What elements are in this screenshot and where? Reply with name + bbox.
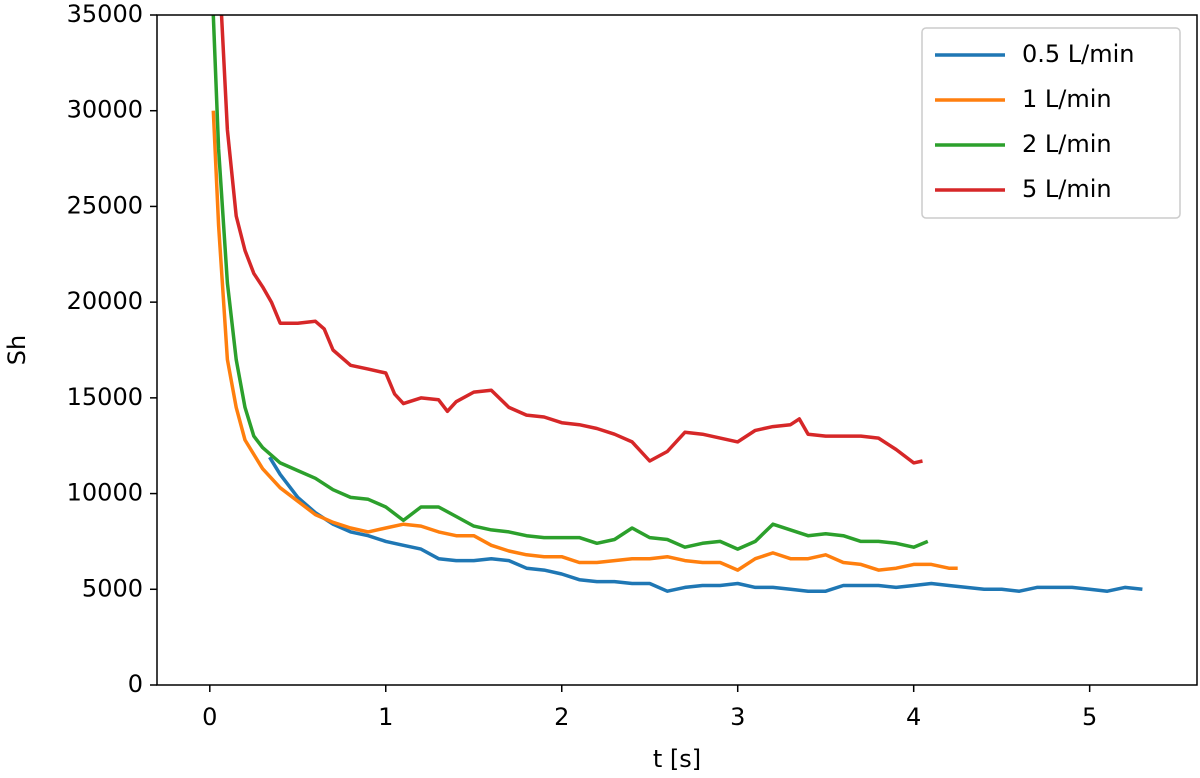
y-axis-label: Sh bbox=[3, 335, 31, 365]
legend-frame bbox=[921, 27, 1181, 219]
legend-label: 5 L/min bbox=[1022, 175, 1112, 203]
x-tick-label: 3 bbox=[730, 703, 745, 731]
legend-label: 2 L/min bbox=[1022, 130, 1112, 158]
y-tick-label: 5000 bbox=[82, 574, 143, 602]
plot-area bbox=[211, 15, 1143, 593]
y-tick-label: 25000 bbox=[67, 191, 143, 219]
x-axis-label: t [s] bbox=[653, 745, 701, 773]
y-tick-label: 30000 bbox=[67, 96, 143, 124]
legend-label: 0.5 L/min bbox=[1022, 40, 1135, 68]
y-tick-label: 15000 bbox=[67, 383, 143, 411]
series-line bbox=[211, 110, 958, 572]
series-line bbox=[268, 456, 1143, 593]
x-tick-label: 5 bbox=[1082, 703, 1097, 731]
y-tick-label: 20000 bbox=[67, 287, 143, 315]
y-tick-label: 0 bbox=[128, 670, 143, 698]
series-line bbox=[219, 15, 923, 465]
x-tick-label: 2 bbox=[554, 703, 569, 731]
x-tick-label: 0 bbox=[202, 703, 217, 731]
x-tick-label: 1 bbox=[378, 703, 393, 731]
y-tick-label: 10000 bbox=[67, 479, 143, 507]
y-tick-label: 35000 bbox=[67, 0, 143, 28]
plot-frame bbox=[156, 14, 1198, 686]
x-tick-label: 4 bbox=[906, 703, 921, 731]
series-line bbox=[211, 15, 929, 551]
legend-label: 1 L/min bbox=[1022, 85, 1112, 113]
